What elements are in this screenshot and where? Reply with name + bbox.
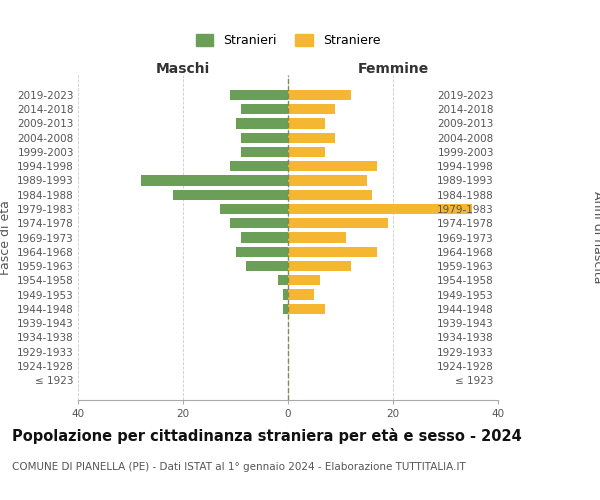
Text: Anni di nascita: Anni di nascita bbox=[590, 191, 600, 284]
Text: Maschi: Maschi bbox=[156, 62, 210, 76]
Bar bbox=[230, 90, 288, 100]
Bar bbox=[241, 132, 288, 143]
Bar bbox=[288, 204, 472, 214]
Text: Femmine: Femmine bbox=[358, 62, 428, 76]
Bar bbox=[283, 304, 288, 314]
Bar bbox=[288, 218, 388, 228]
Text: Popolazione per cittadinanza straniera per età e sesso - 2024: Popolazione per cittadinanza straniera p… bbox=[12, 428, 522, 444]
Bar bbox=[288, 118, 325, 128]
Text: COMUNE DI PIANELLA (PE) - Dati ISTAT al 1° gennaio 2024 - Elaborazione TUTTITALI: COMUNE DI PIANELLA (PE) - Dati ISTAT al … bbox=[12, 462, 466, 472]
Bar bbox=[235, 246, 288, 257]
Bar bbox=[141, 176, 288, 186]
Bar bbox=[288, 304, 325, 314]
Bar bbox=[288, 104, 335, 115]
Bar bbox=[288, 132, 335, 143]
Bar bbox=[241, 232, 288, 242]
Bar bbox=[241, 147, 288, 157]
Bar bbox=[288, 147, 325, 157]
Bar bbox=[235, 118, 288, 128]
Bar bbox=[277, 275, 288, 285]
Bar bbox=[230, 218, 288, 228]
Bar bbox=[283, 290, 288, 300]
Bar bbox=[288, 176, 367, 186]
Bar bbox=[288, 232, 346, 242]
Bar bbox=[288, 246, 377, 257]
Bar bbox=[246, 261, 288, 271]
Bar bbox=[288, 90, 351, 100]
Legend: Stranieri, Straniere: Stranieri, Straniere bbox=[191, 29, 385, 52]
Bar bbox=[173, 190, 288, 200]
Bar bbox=[288, 290, 314, 300]
Bar bbox=[288, 190, 372, 200]
Bar bbox=[230, 161, 288, 172]
Y-axis label: Fasce di età: Fasce di età bbox=[0, 200, 11, 275]
Bar bbox=[288, 161, 377, 172]
Bar bbox=[288, 261, 351, 271]
Bar bbox=[241, 104, 288, 115]
Bar bbox=[220, 204, 288, 214]
Bar bbox=[288, 275, 320, 285]
